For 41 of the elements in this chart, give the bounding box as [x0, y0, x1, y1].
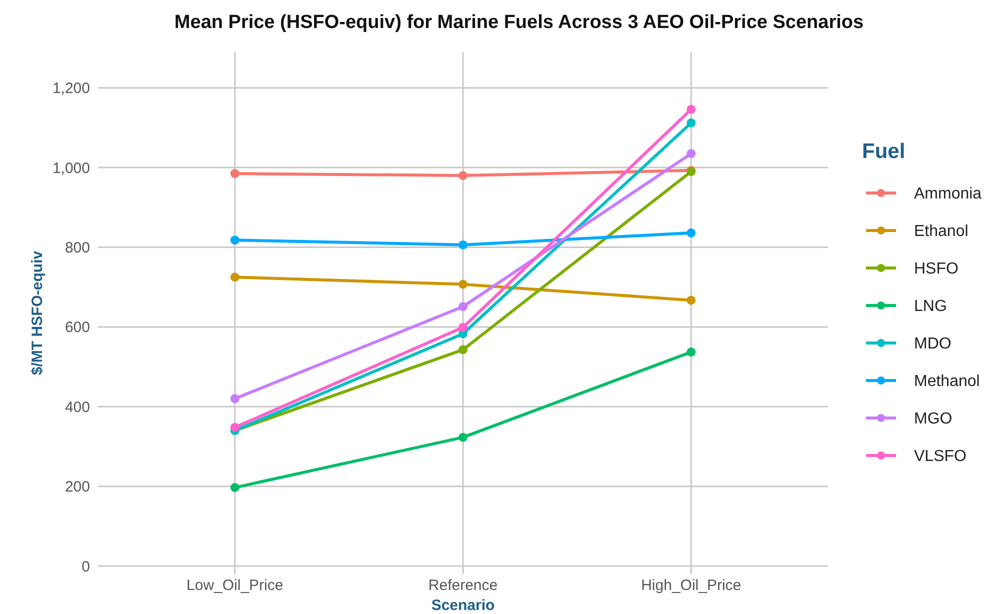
point	[458, 240, 468, 250]
y-tick-label: 200	[64, 478, 90, 496]
legend-label: MDO	[914, 336, 952, 353]
point	[458, 171, 468, 180]
x-tick-label: Reference	[428, 577, 498, 594]
legend-label: Methanol	[914, 373, 980, 390]
point	[230, 236, 240, 245]
legend-label: HSFO	[914, 260, 958, 278]
point	[458, 345, 468, 354]
point	[230, 483, 240, 492]
legend-title: Fuel	[862, 140, 906, 163]
y-tick-label: 800	[64, 240, 90, 256]
x-tick-label: High_Oil_Price	[641, 577, 742, 594]
point	[458, 322, 468, 332]
y-tick-label: 600	[64, 319, 90, 336]
point	[230, 422, 240, 432]
x-tick-label: Low_Oil_Price	[186, 577, 284, 594]
chart-title: Mean Price (HSFO-equiv) for Marine Fuels Across 3 AEO Oil-Price Scenarios	[174, 12, 864, 33]
legend-label: MGO	[914, 410, 952, 428]
point	[686, 149, 696, 158]
point	[458, 302, 468, 312]
y-tick-label: 400	[64, 398, 90, 416]
point	[686, 118, 696, 128]
point	[230, 272, 240, 282]
y-axis-title: $/MT HSFO-equiv	[29, 250, 46, 376]
point	[230, 169, 240, 178]
legend-label: Ammonia	[914, 186, 982, 203]
point	[686, 348, 696, 357]
point	[458, 432, 468, 442]
legend-label: VLSFO	[914, 448, 966, 466]
y-tick-label: 0	[82, 558, 90, 576]
point	[230, 394, 240, 404]
legend-label: LNG	[914, 298, 947, 316]
point	[686, 296, 696, 305]
x-axis-title: Scenario	[431, 597, 495, 614]
point	[458, 280, 468, 289]
y-tick-label: 1,000	[52, 160, 90, 177]
point	[686, 228, 696, 238]
legend-label: Ethanol	[914, 223, 968, 240]
y-tick-label: 1,200	[52, 80, 90, 98]
point	[686, 104, 696, 114]
